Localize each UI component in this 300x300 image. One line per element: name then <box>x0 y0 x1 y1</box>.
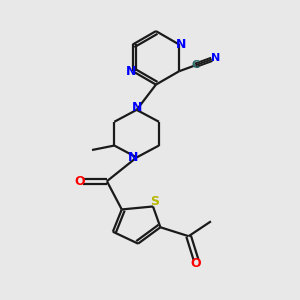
Text: N: N <box>176 38 186 51</box>
Text: O: O <box>191 257 201 270</box>
Text: N: N <box>211 53 220 63</box>
Text: S: S <box>150 195 159 208</box>
Text: C: C <box>191 60 200 70</box>
Text: O: O <box>74 175 85 188</box>
Text: N: N <box>131 101 142 114</box>
Text: N: N <box>125 65 136 78</box>
Text: N: N <box>128 151 138 164</box>
